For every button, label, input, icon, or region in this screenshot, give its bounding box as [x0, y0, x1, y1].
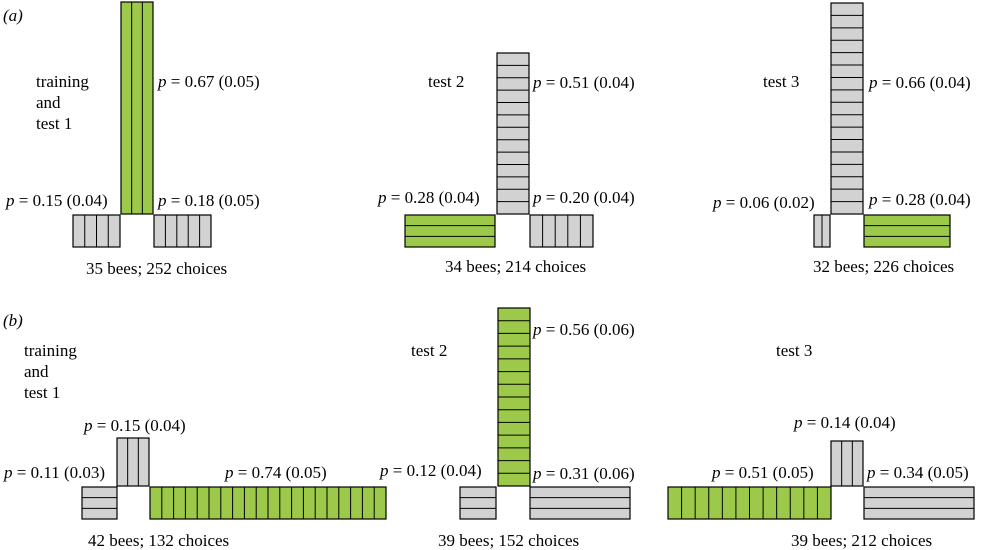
arm-right-bar	[529, 214, 594, 248]
arm-left-probability: p = 0.51 (0.05)	[711, 463, 814, 482]
arm-up-probability: p = 0.67 (0.05)	[157, 72, 260, 91]
arm-left-probability: p = 0.11 (0.03)	[3, 463, 105, 482]
arm-right-probability: p = 0.18 (0.05)	[157, 191, 260, 210]
panel-b: (b)training and test 1 p = 0.15 (0.04) p = 0…	[3, 307, 975, 550]
diagram-title: test 3	[763, 72, 799, 91]
diagram-title: and	[36, 93, 61, 112]
arm-up-probability: p = 0.15 (0.04)	[83, 416, 186, 435]
arm-right-bar	[153, 214, 212, 248]
diagram-title: test 3	[776, 341, 812, 360]
arm-right-bar	[529, 486, 631, 520]
arm-left-probability: p = 0.06 (0.02)	[712, 193, 815, 212]
arm-left-bar	[459, 486, 497, 520]
arm-up-bar	[830, 2, 864, 215]
arm-right-bar	[863, 214, 951, 248]
sample-caption: 39 bees; 152 choices	[438, 531, 579, 550]
panel-label: (a)	[3, 6, 23, 25]
arm-right-probability: p = 0.20 (0.04)	[532, 188, 635, 207]
arm-right-probability: p = 0.31 (0.06)	[532, 464, 635, 483]
arm-left-bar	[81, 486, 118, 520]
arm-up-bar	[116, 437, 150, 487]
arm-up-bar	[120, 1, 154, 215]
arm-up-bar	[497, 307, 531, 487]
arm-up-bar	[830, 440, 864, 487]
arm-right-probability: p = 0.74 (0.05)	[224, 463, 327, 482]
diagram-title: test 2	[411, 341, 447, 360]
maze-diagram: training and test 1 p = 0.67 (0.05) p = 0.15…	[5, 1, 260, 278]
arm-right-bar	[863, 486, 975, 520]
arm-right-probability: p = 0.34 (0.05)	[866, 463, 969, 482]
sample-caption: 42 bees; 132 choices	[88, 531, 229, 550]
arm-left-bar	[72, 214, 121, 248]
sample-caption: 39 bees; 212 choices	[791, 531, 932, 550]
diagram-title: test 1	[24, 383, 60, 402]
panel-label: (b)	[3, 311, 23, 330]
sample-caption: 32 bees; 226 choices	[813, 257, 954, 276]
sample-caption: 34 bees; 214 choices	[445, 257, 586, 276]
diagram-title: and	[24, 362, 49, 381]
arm-left-bar	[404, 214, 496, 248]
arm-up-probability: p = 0.51 (0.04)	[532, 73, 635, 92]
maze-diagram: test 3 p = 0.66 (0.04) p = 0.06 (0.02) p = …	[712, 2, 971, 276]
arm-up-probability: p = 0.66 (0.04)	[868, 73, 971, 92]
maze-diagram: test 3 p = 0.14 (0.04) p = 0.51 (0.05) p = …	[667, 341, 975, 550]
arm-up-probability: p = 0.14 (0.04)	[793, 413, 896, 432]
diagram-title: test 1	[36, 114, 72, 133]
maze-diagram: test 2 p = 0.56 (0.06) p = 0.12 (0.04) p = …	[379, 307, 635, 550]
arm-up-bar	[496, 52, 530, 215]
arm-right-bar	[149, 486, 387, 520]
panel-a: (a) training and test 1 p = 0.67 (0.05) p = 0…	[3, 1, 971, 278]
diagram-title: test 2	[428, 72, 464, 91]
arm-left-probability: p = 0.28 (0.04)	[377, 188, 480, 207]
arm-left-probability: p = 0.12 (0.04)	[379, 461, 482, 480]
diagram-title: training	[24, 341, 77, 360]
diagram-title: training	[36, 72, 89, 91]
sample-caption: 35 bees; 252 choices	[86, 259, 227, 278]
arm-left-bar	[813, 214, 831, 248]
arm-left-probability: p = 0.15 (0.04)	[5, 191, 108, 210]
arm-left-bar	[667, 486, 832, 520]
maze-diagram: training and test 1 p = 0.15 (0.04) p = 0.11…	[3, 341, 387, 550]
maze-diagram: test 2 p = 0.51 (0.04) p = 0.28 (0.04) p = …	[377, 52, 635, 276]
arm-up-probability: p = 0.56 (0.06)	[532, 320, 635, 339]
arm-right-probability: p = 0.28 (0.04)	[868, 190, 971, 209]
